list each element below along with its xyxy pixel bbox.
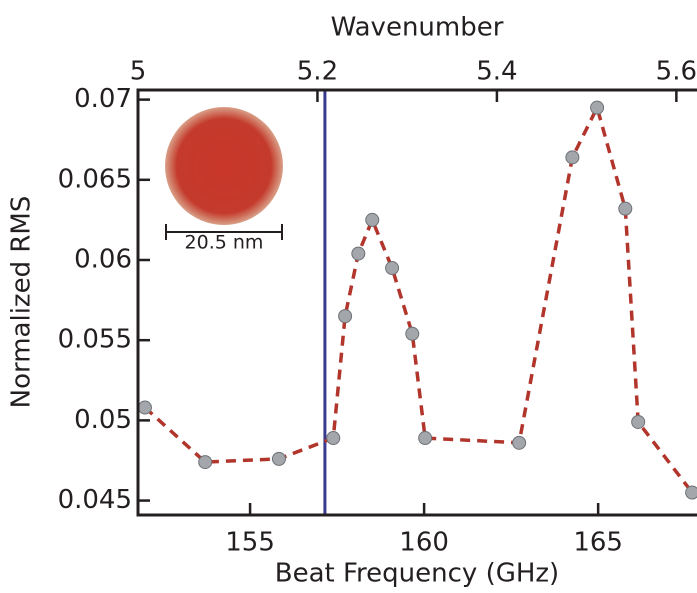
x2-tick-label: 5 <box>130 57 147 87</box>
data-point <box>685 485 697 500</box>
data-point <box>338 309 353 324</box>
data-point <box>271 451 286 466</box>
data-point <box>351 246 366 261</box>
scale-bar <box>165 224 283 240</box>
y-tick-label: 0.05 <box>74 405 132 435</box>
x2-tick-label: 5.4 <box>476 57 517 87</box>
x-tick-label: 160 <box>399 528 449 558</box>
data-point <box>385 261 400 276</box>
data-point <box>137 400 152 415</box>
data-point <box>565 150 580 165</box>
scale-label: 20.5 nm <box>185 232 264 254</box>
y-tick-label: 0.045 <box>58 485 132 515</box>
y-tick-label: 0.07 <box>74 84 132 114</box>
data-point <box>631 414 646 429</box>
data-point <box>590 100 605 115</box>
x2-tick-label: 5.6 <box>656 57 697 87</box>
x-axis-title: Beat Frequency (GHz) <box>275 559 559 589</box>
y-tick-label: 0.065 <box>58 164 132 194</box>
plot-frame <box>136 88 697 517</box>
y-tick-label: 0.055 <box>58 325 132 355</box>
particle-inset <box>165 107 283 225</box>
data-point <box>405 326 420 341</box>
x-tick-label: 165 <box>573 528 623 558</box>
data-point <box>418 431 433 446</box>
data-point <box>365 212 380 227</box>
x2-axis-title: Wavenumber <box>331 13 504 43</box>
y-tick-label: 0.06 <box>74 245 132 275</box>
data-point <box>198 455 213 470</box>
x2-tick-label: 5.2 <box>297 57 338 87</box>
data-point <box>326 431 341 446</box>
x-tick-label: 155 <box>225 528 275 558</box>
y-axis-title: Normalized RMS <box>7 196 37 409</box>
data-point <box>512 435 527 450</box>
data-point <box>618 201 633 216</box>
